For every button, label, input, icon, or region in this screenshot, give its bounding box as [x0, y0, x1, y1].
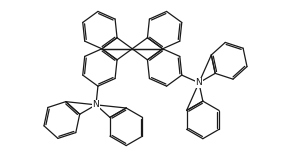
Text: N: N [93, 100, 99, 109]
Text: N: N [196, 78, 202, 87]
